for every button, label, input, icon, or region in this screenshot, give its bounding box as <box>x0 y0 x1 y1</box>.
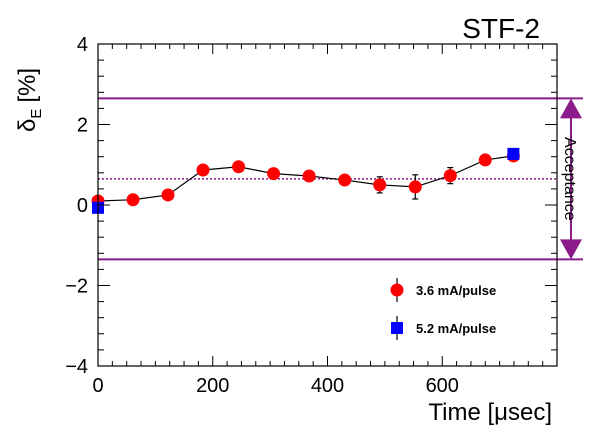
series-0-point <box>478 153 492 167</box>
y-axis-label-unit: [%] <box>14 68 41 103</box>
series-0-point <box>302 169 316 183</box>
y-axis-label-symbol: δ <box>14 119 41 132</box>
y-axis-label: δE [%] <box>14 68 45 132</box>
series-0-point <box>408 180 422 194</box>
x-tick-label: 0 <box>92 375 103 397</box>
legend: 3.6 mA/pulse 5.2 mA/pulse <box>390 278 496 340</box>
y-tick-label: 2 <box>77 115 88 137</box>
x-tick-label: 600 <box>426 375 459 397</box>
series-1-point <box>507 147 520 160</box>
acceptance-label: Acceptance <box>561 137 578 221</box>
series-0-point <box>443 169 457 183</box>
series-0-point <box>232 160 246 174</box>
acceptance-arrow-down-icon <box>560 239 582 260</box>
legend-0-marker <box>390 283 404 297</box>
y-axis-label-subscript: E <box>28 109 45 119</box>
series-0-point <box>373 178 387 192</box>
axis-ticks: 0 200 400 600 4 2 0 −2 −4 <box>65 34 557 397</box>
acceptance-arrow-up-icon <box>560 98 582 119</box>
series-0-point <box>161 188 175 202</box>
x-axis-label: Time [μsec] <box>428 399 552 426</box>
series-0-point <box>196 163 210 177</box>
series-0-point <box>126 193 140 207</box>
svg-text:δE[%]: δE [%] <box>14 68 45 132</box>
legend-0-label: 3.6 mA/pulse <box>416 283 496 298</box>
series-0-point <box>338 173 352 187</box>
legend-1-marker <box>391 322 403 334</box>
y-tick-label: 0 <box>77 195 88 217</box>
y-tick-label: −4 <box>65 356 88 378</box>
x-tick-label: 400 <box>311 375 344 397</box>
y-tick-label: −2 <box>65 276 88 298</box>
chart-title: STF-2 <box>462 13 540 44</box>
x-tick-label: 200 <box>196 375 229 397</box>
acceptance-band: Acceptance <box>98 97 583 261</box>
y-tick-label: 4 <box>77 34 88 56</box>
legend-1-label: 5.2 mA/pulse <box>416 321 496 336</box>
series-0-point <box>267 167 281 181</box>
data-series <box>91 147 520 214</box>
